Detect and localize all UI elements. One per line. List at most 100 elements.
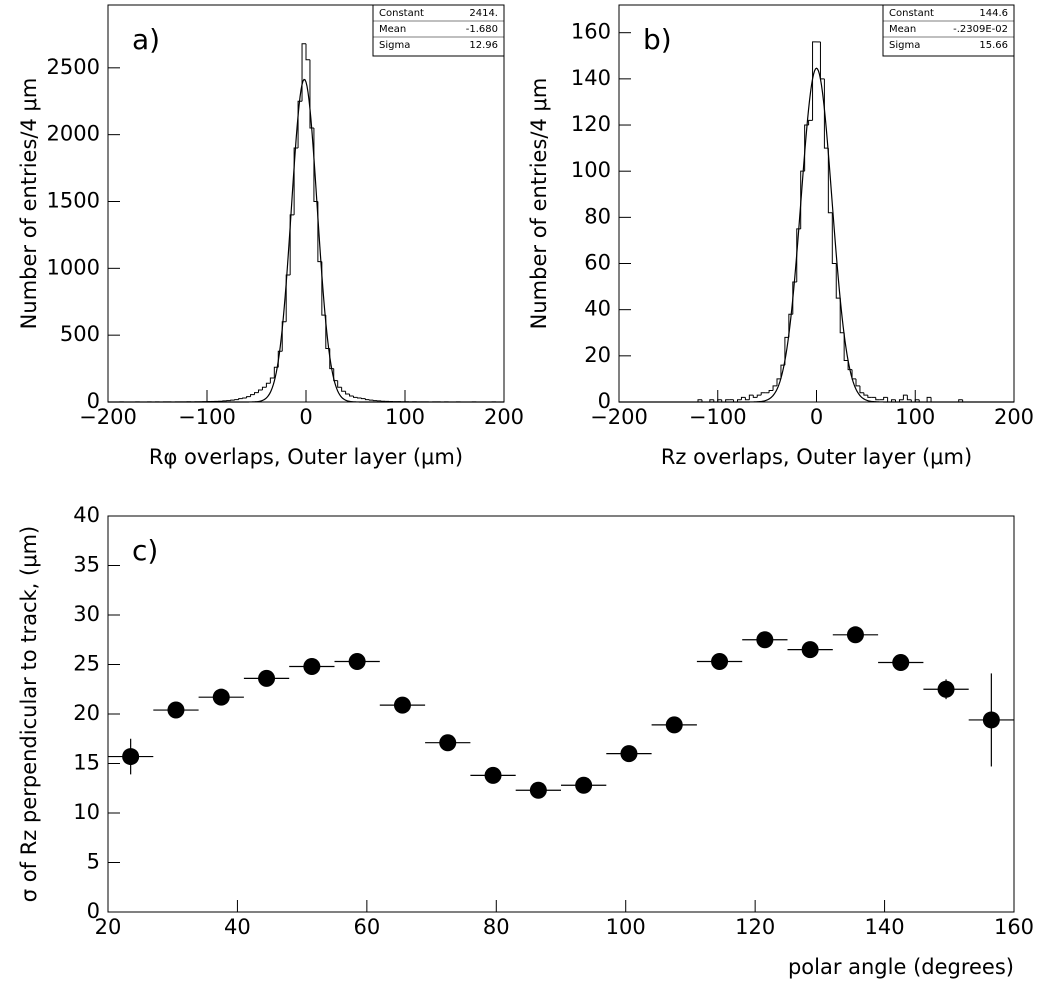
fit-curve	[108, 78, 504, 403]
y-tick-label: 120	[571, 112, 611, 136]
x-tick-label: 0	[299, 405, 312, 429]
histogram-bin	[281, 321, 287, 352]
y-tick-label: 1000	[47, 255, 100, 279]
x-tick-label: 100	[606, 915, 646, 939]
plot-frame	[107, 515, 1015, 913]
plot-frame	[618, 4, 1015, 403]
y-tick-label: 160	[571, 20, 611, 44]
plot-frame	[107, 4, 505, 403]
panel-label: a)	[132, 23, 160, 56]
histogram-bin	[752, 395, 758, 398]
histogram-bin	[859, 385, 864, 394]
histogram-bin	[341, 387, 346, 392]
y-tick-label: 1500	[47, 188, 100, 212]
histogram-bin	[784, 336, 789, 366]
x-tick-label: 20	[95, 915, 122, 939]
point	[892, 654, 910, 672]
histogram-bin	[269, 377, 275, 384]
point	[846, 626, 864, 644]
histogram-bin	[297, 100, 303, 149]
x-tick-label: 100	[385, 405, 425, 429]
point	[348, 653, 366, 671]
point	[258, 669, 276, 687]
histogram-bin	[808, 119, 813, 126]
histogram-bin	[930, 397, 935, 403]
x-tick-label: 140	[865, 915, 905, 939]
x-axis-label: polar angle (degrees)	[788, 955, 1014, 979]
histogram-bin	[257, 389, 263, 393]
histogram-bin	[863, 392, 868, 396]
histogram-bin	[914, 399, 920, 402]
histogram-bin	[875, 397, 880, 401]
histogram-bin	[843, 332, 849, 361]
histogram-bin	[744, 397, 750, 401]
histogram-bin	[737, 399, 742, 402]
stats-name: Sigma	[379, 40, 410, 51]
point	[439, 734, 457, 752]
histogram-bin	[740, 396, 746, 400]
histogram-bin	[265, 382, 271, 388]
histogram-bin	[697, 399, 702, 402]
y-axis-label: Number of entries/4 μm	[527, 78, 551, 330]
histogram-bin	[958, 399, 963, 402]
histogram-bin	[285, 274, 291, 322]
y-tick-label: 35	[73, 553, 100, 577]
y-tick-label: 20	[584, 343, 611, 367]
histogram-bin	[301, 43, 306, 102]
histogram-bin	[827, 148, 833, 214]
histogram-bin	[902, 394, 908, 400]
point	[167, 701, 185, 719]
stats-value: 15.66	[979, 40, 1008, 51]
histogram-bin	[748, 394, 754, 400]
x-tick-label: 200	[484, 405, 524, 429]
histogram-bin	[891, 399, 896, 402]
stats-value: 12.96	[469, 40, 498, 51]
y-tick-label: 40	[73, 503, 100, 527]
histogram-bin	[756, 394, 762, 398]
histogram-bin	[250, 394, 255, 397]
fit-curve	[619, 67, 1014, 403]
histogram-bin	[819, 41, 825, 80]
x-tick-label: 60	[353, 915, 380, 939]
histogram-bin	[855, 378, 860, 387]
histogram-bin	[835, 263, 841, 299]
stats-name: Constant	[379, 8, 424, 19]
histogram-bin	[234, 399, 239, 401]
histogram-bin	[883, 396, 888, 400]
x-tick-label: −100	[689, 405, 747, 429]
stats-name: Constant	[889, 8, 934, 19]
point	[665, 716, 683, 734]
stats-box	[372, 4, 505, 57]
y-tick-label: 40	[584, 297, 611, 321]
histogram-bin	[360, 397, 366, 400]
x-tick-label: 200	[994, 405, 1034, 429]
stats-name: Sigma	[889, 40, 920, 51]
histogram-bin	[309, 59, 314, 129]
histogram-bin	[812, 41, 817, 121]
histogram-bin	[776, 378, 781, 386]
x-tick-label: 80	[483, 915, 510, 939]
histogram-bin	[867, 395, 872, 398]
y-tick-label: 0	[87, 899, 100, 923]
histogram-bin	[768, 389, 774, 393]
panel-label: b)	[643, 23, 672, 56]
stats-value: 144.6	[979, 8, 1008, 19]
histogram-bin	[356, 397, 362, 399]
histogram-bin	[887, 397, 892, 403]
histogram-bin	[238, 398, 243, 400]
histogram-bin	[289, 214, 295, 276]
point	[122, 748, 140, 766]
histogram-bin	[906, 395, 912, 401]
histogram-bin	[246, 396, 251, 398]
histogram-bin	[772, 385, 777, 391]
point	[982, 711, 1000, 729]
point	[484, 766, 502, 784]
y-tick-label: 100	[571, 158, 611, 182]
y-tick-label: 25	[73, 652, 100, 676]
histogram-bin	[709, 399, 714, 402]
x-tick-label: 100	[895, 405, 935, 429]
histogram-bin	[372, 400, 378, 402]
y-tick-label: 500	[60, 322, 100, 346]
x-tick-label: −200	[79, 405, 137, 429]
histogram-bin	[353, 395, 358, 398]
